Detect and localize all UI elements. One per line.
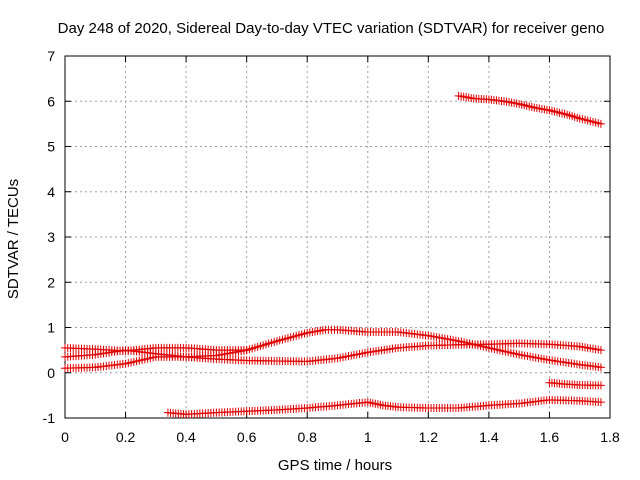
series-sat-c <box>61 343 251 356</box>
y-tick-label: 4 <box>47 184 55 200</box>
series-sat-b <box>61 339 605 366</box>
y-tick-label: 2 <box>47 274 55 290</box>
data-point <box>242 346 251 355</box>
y-tick-label: -1 <box>43 410 56 426</box>
x-tick-label: 1.4 <box>479 429 499 445</box>
data-point <box>596 363 605 372</box>
data-points <box>61 91 605 419</box>
data-point <box>596 398 605 407</box>
y-tick-label: 0 <box>47 365 55 381</box>
y-tick-label: 3 <box>47 229 55 245</box>
x-tick-label: 0.2 <box>116 429 136 445</box>
data-point <box>596 346 605 355</box>
series-sat-d <box>163 395 605 419</box>
x-tick-label: 0.4 <box>176 429 196 445</box>
x-tick-label: 1.6 <box>540 429 560 445</box>
data-point <box>596 119 605 128</box>
data-point <box>596 381 605 390</box>
x-tick-label: 0 <box>61 429 69 445</box>
y-tick-label: 1 <box>47 320 55 336</box>
x-tick-label: 1.8 <box>600 429 620 445</box>
chart-title: Day 248 of 2020, Sidereal Day-to-day VTE… <box>58 20 605 37</box>
y-tick-label: 7 <box>47 48 55 64</box>
y-tick-label: 5 <box>47 139 55 155</box>
y-axis-label: SDTVAR / TECUs <box>5 179 22 299</box>
ticks: 0 0.2 0.4 0.6 0.8 1 1.2 1.4 1.6 1.8 -1 0 1 2 3 4 5 6 7 <box>43 48 620 445</box>
x-tick-label: 0.6 <box>237 429 257 445</box>
series-sat-e <box>545 378 605 390</box>
gridlines <box>65 56 610 418</box>
series-sat-f <box>454 91 605 128</box>
y-tick-label: 6 <box>47 93 55 109</box>
x-tick-label: 1 <box>364 429 372 445</box>
x-tick-label: 1.2 <box>419 429 439 445</box>
x-axis-label: GPS time / hours <box>278 457 392 474</box>
x-tick-label: 0.8 <box>297 429 317 445</box>
